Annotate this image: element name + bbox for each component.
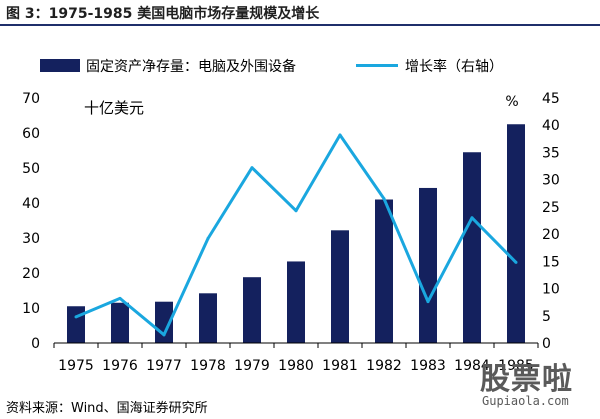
bar-1975: [67, 306, 85, 343]
left-tick-label: 10: [22, 301, 40, 317]
right-tick-label: 40: [542, 118, 560, 134]
bar-1976: [111, 302, 129, 343]
watermark-url: Gupiaola.com: [482, 394, 569, 408]
left-tick-label: 30: [22, 231, 40, 247]
legend: 固定资产净存量：电脑及外围设备 增长率（右轴）: [40, 58, 503, 75]
bar-1982: [375, 199, 393, 343]
title-rule: [0, 24, 600, 26]
right-axis-ticks: 0 5 10 15 20 25 30 35 40 45: [542, 91, 560, 352]
right-tick-label: 5: [542, 309, 551, 325]
left-tick-label: 20: [22, 266, 40, 282]
right-tick-label: 0: [542, 336, 551, 352]
chart: 固定资产净存量：电脑及外围设备 增长率（右轴） 十亿美元 % 0 10 20 30 40…: [22, 58, 560, 374]
growth-point-1977: [162, 333, 166, 337]
x-tick-label: 1978: [190, 358, 226, 374]
x-tick-label: 1981: [322, 358, 358, 374]
left-tick-label: 60: [22, 126, 40, 142]
watermark-logo: 股票啦 Gupiaola.com: [470, 352, 596, 414]
x-tick-label: 1977: [146, 358, 182, 374]
bar-1984: [463, 152, 481, 343]
growth-point-1982: [382, 197, 386, 201]
bar-1985: [507, 124, 525, 343]
growth-point-1975: [74, 315, 78, 319]
right-axis-unit: %: [505, 94, 518, 110]
right-tick-label: 45: [542, 91, 560, 107]
legend-line-label: 增长率（右轴）: [405, 58, 503, 75]
right-tick-label: 15: [542, 254, 560, 270]
right-tick-label: 30: [542, 173, 560, 189]
left-tick-label: 40: [22, 196, 40, 212]
growth-point-1983: [426, 300, 430, 304]
line-series-layer: [74, 133, 518, 337]
bar-1983: [419, 187, 437, 343]
legend-bar-swatch: [40, 59, 80, 72]
x-tick-label: 1985: [498, 358, 534, 374]
right-tick-label: 35: [542, 145, 560, 161]
bar-1979: [243, 277, 261, 343]
x-tick-label: 1976: [102, 358, 138, 374]
growth-point-1985: [514, 260, 518, 264]
growth-point-1979: [250, 166, 254, 170]
left-tick-label: 50: [22, 161, 40, 177]
x-tick-label: 1975: [58, 358, 94, 374]
x-tick-label: 1984: [454, 358, 490, 374]
growth-point-1978: [206, 236, 210, 240]
x-tick-label: 1983: [410, 358, 446, 374]
x-tick-label: 1980: [278, 358, 314, 374]
growth-point-1976: [118, 296, 122, 300]
bar-series: [67, 124, 525, 343]
bar-1978: [199, 293, 217, 343]
bar-1980: [287, 261, 305, 343]
x-tick-label: 1982: [366, 358, 402, 374]
bar-1981: [331, 230, 349, 343]
left-tick-label: 0: [31, 336, 40, 352]
left-axis-ticks: 0 10 20 30 40 50 60 70: [22, 91, 40, 352]
left-axis-unit: 十亿美元: [84, 99, 144, 117]
legend-bar-label: 固定资产净存量：电脑及外围设备: [86, 58, 296, 75]
source-note: 资料来源：Wind、国海证券研究所: [6, 401, 208, 416]
x-tick-label: 1979: [234, 358, 270, 374]
left-tick-label: 70: [22, 91, 40, 107]
figure-title: 图 3：1975-1985 美国电脑市场存量规模及增长: [6, 6, 320, 22]
right-tick-label: 20: [542, 227, 560, 243]
growth-point-1980: [294, 209, 298, 213]
watermark-text: 股票啦: [480, 362, 573, 397]
x-axis-ticks: 1975 1976 1977 1978 1979 1980 1981 1982 1983 1984…: [53, 343, 539, 374]
right-tick-label: 10: [542, 282, 560, 298]
right-tick-label: 25: [542, 200, 560, 216]
growth-point-1981: [338, 133, 342, 137]
growth-point-1984: [470, 216, 474, 220]
